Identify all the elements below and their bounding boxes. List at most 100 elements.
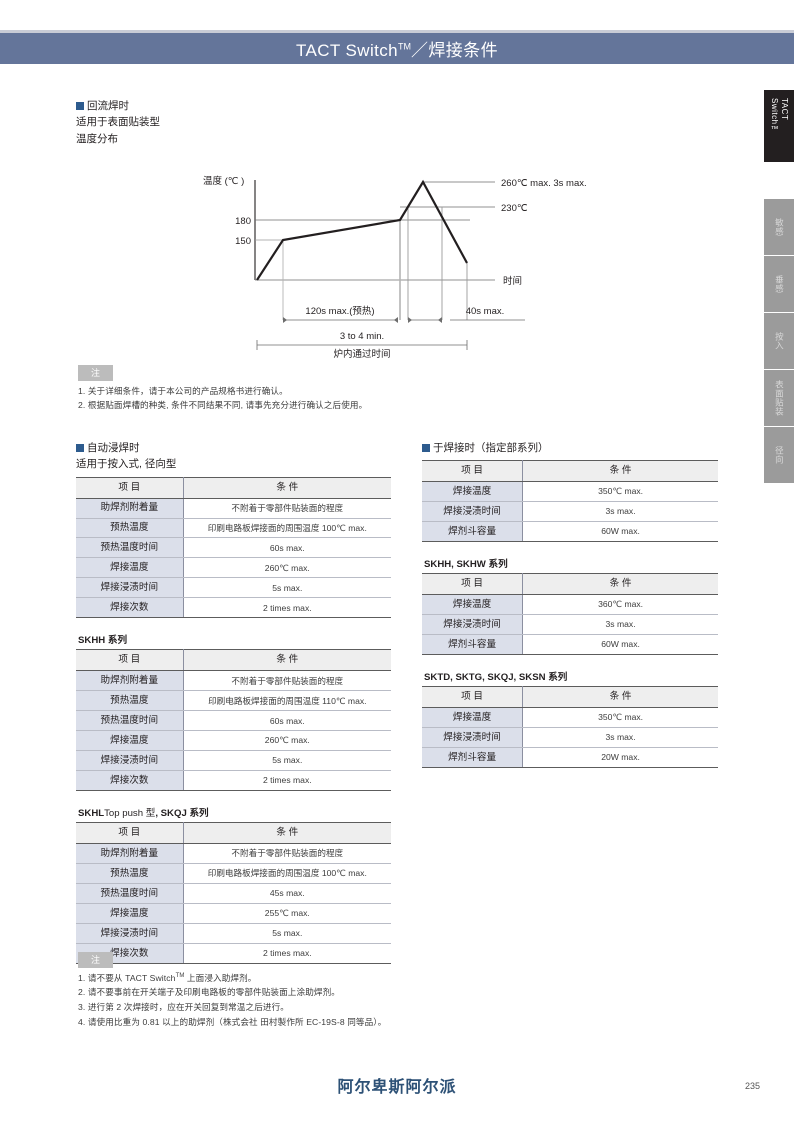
row-item: 焊接浸渍时间 [76, 923, 184, 945]
row-item: 焊接浸渍时间 [422, 727, 524, 749]
column-header-condition: 条 件 [183, 476, 391, 499]
reflow-heading-row: 回流焊时 [76, 98, 160, 114]
side-tab-suikan[interactable]: 垂感 [764, 256, 794, 312]
table-block-dip-skhh: SKHH 系列 项 目 条 件 助焊剂附着量 不附着于零部件贴装面的程度 预热温度… [76, 632, 391, 792]
row-item: 预热温度时间 [76, 883, 184, 905]
dip-soldering-column: 自动浸焊时 适用于按入式, 径向型 项 目 条 件 助焊剂附着量 不附着于零部件贴… [76, 440, 391, 978]
reflow-section-heading: 回流焊时 适用于表面贴装型 温度分布 [76, 98, 160, 147]
dip-heading-label: 自动浸焊时 [87, 442, 140, 454]
spec-table-iron-sktd: 项 目 条 件 焊接温度 350℃ max. 焊接浸渍时间 3s max. 焊剂斗容… [422, 686, 718, 769]
row-item: 焊剂斗容量 [422, 747, 524, 769]
table-row: 焊接浸渍时间 5s max. [76, 923, 391, 945]
svg-text:260℃ max. 3s max.: 260℃ max. 3s max. [501, 178, 587, 189]
table-row: 焊接次数 2 times max. [76, 597, 391, 619]
hand-soldering-column: 于焊接时（指定部系列） 项 目 条 件 焊接温度 350℃ max. 焊接浸渍时间… [422, 440, 718, 782]
table-row: 焊接温度 260℃ max. [76, 730, 391, 752]
header-top-rule [0, 30, 794, 33]
row-item: 助焊剂附着量 [76, 498, 184, 519]
table-row: 预热温度时间 60s max. [76, 537, 391, 559]
column-header-condition: 条 件 [522, 573, 718, 596]
row-condition: 45s max. [183, 883, 391, 905]
side-tab-minkan[interactable]: 敏感 [764, 199, 794, 255]
row-item: 焊接次数 [76, 597, 184, 619]
row-condition: 260℃ max. [183, 557, 391, 579]
iron-heading-row: 于焊接时（指定部系列） [422, 440, 718, 456]
row-item: 预热温度 [76, 690, 184, 712]
table-row: 助焊剂附着量 不附着于零部件贴装面的程度 [76, 498, 391, 519]
table-header-row: 项 目 条 件 [422, 460, 718, 483]
side-tab-tact-switch[interactable]: TACT Switch™ [764, 90, 794, 162]
table-row: 焊剂斗容量 60W max. [422, 634, 718, 656]
row-condition: 350℃ max. [522, 707, 718, 729]
row-condition: 60s max. [183, 537, 391, 559]
row-item: 预热温度 [76, 863, 184, 885]
row-item: 焊接浸渍时间 [422, 501, 524, 523]
side-index-tabs[interactable]: TACT Switch™ 敏感 垂感 按入 表面贴装 径向 [764, 90, 794, 484]
note-block-top: 注 1. 关于详细条件，请于本公司的产品规格书进行确认。 2. 根据贴面焊槽的种… [78, 363, 367, 413]
column-header-condition: 条 件 [522, 686, 718, 709]
table-block-iron-skhh: SKHH, SKHW 系列 项 目 条 件 焊接温度 360℃ max. 焊接浸渍… [422, 556, 718, 656]
side-tab-radial[interactable]: 径向 [764, 427, 794, 483]
table-title-part-bold1: SKHL [78, 808, 105, 820]
row-condition: 255℃ max. [183, 903, 391, 925]
svg-text:时间: 时间 [503, 275, 522, 287]
table-row: 焊剂斗容量 60W max. [422, 521, 718, 543]
svg-text:150: 150 [235, 236, 251, 247]
row-item: 焊接温度 [422, 481, 524, 503]
row-item: 焊剂斗容量 [422, 634, 524, 656]
dip-subline: 适用于按入式, 径向型 [76, 458, 177, 471]
row-item: 焊接浸渍时间 [422, 614, 524, 636]
column-header-item: 项 目 [76, 822, 184, 845]
row-item: 预热温度 [76, 518, 184, 539]
note-line: 1. 关于详细条件，请于本公司的产品规格书进行确认。 [78, 385, 288, 396]
row-condition: 60W max. [522, 634, 718, 656]
table-row: 预热温度 印刷电路板焊接面的周围温度 100℃ max. [76, 863, 391, 885]
note-line: 1. 请不要从 TACT SwitchTM 上面浸入助焊剂。 [78, 971, 386, 986]
row-item: 预热温度时间 [76, 710, 184, 732]
bullet-square-icon [76, 444, 84, 452]
table-row: 焊剂斗容量 20W max. [422, 747, 718, 769]
spec-table-dip-main: 项 目 条 件 助焊剂附着量 不附着于零部件贴装面的程度 预热温度 印刷电路板焊接面… [76, 476, 391, 619]
table-row: 焊接温度 360℃ max. [422, 594, 718, 616]
page-title-suffix: ／焊接条件 [411, 41, 498, 60]
column-header-condition: 条 件 [183, 649, 391, 672]
footer-brand: 阿尔卑斯阿尔派 [337, 1079, 457, 1096]
row-condition: 2 times max. [183, 943, 391, 965]
reflow-heading-label: 回流焊时 [87, 100, 129, 112]
row-item: 焊接次数 [76, 770, 184, 792]
row-condition: 印刷电路板焊接面的周围温度 110℃ max. [183, 690, 391, 712]
side-tabs-gap [764, 163, 794, 199]
table-block-iron-sktd: SKTD, SKTG, SKQJ, SKSN 系列 项 目 条 件 焊接温度 35… [422, 669, 718, 769]
note-line: 3. 进行第 2 次焊接时，应在开关回复到常温之后进行。 [78, 1002, 289, 1013]
row-condition: 3s max. [522, 614, 718, 636]
reflow-subline-1: 适用于表面贴装型 [76, 116, 160, 129]
table-title-skhl: SKHLTop push 型, SKQJ 系列 [78, 805, 391, 819]
dip-heading-row: 自动浸焊时 [76, 440, 391, 456]
table-header-row: 项 目 条 件 [422, 573, 718, 596]
spec-table-iron-skhh: 项 目 条 件 焊接温度 360℃ max. 焊接浸渍时间 3s max. 焊剂斗容… [422, 573, 718, 656]
reflow-chart-svg: 180 150 温度 (℃ ) 时间 260℃ max. 3s max. 230… [203, 175, 587, 358]
row-item: 焊接温度 [76, 557, 184, 579]
note-block-bottom: 注 1. 请不要从 TACT SwitchTM 上面浸入助焊剂。 2. 请不要事… [78, 950, 386, 1030]
row-item: 助焊剂附着量 [76, 670, 184, 692]
side-tab-anru[interactable]: 按入 [764, 313, 794, 369]
table-row: 焊接次数 2 times max. [76, 943, 391, 965]
side-tab-smd[interactable]: 表面贴装 [764, 370, 794, 426]
table-row: 预热温度时间 45s max. [76, 883, 391, 905]
row-condition: 260℃ max. [183, 730, 391, 752]
svg-text:230℃: 230℃ [501, 203, 528, 214]
column-header-condition: 条 件 [183, 822, 391, 845]
footer-page-number: 235 [744, 1081, 760, 1091]
table-row: 预热温度时间 60s max. [76, 710, 391, 732]
reflow-temperature-chart: 180 150 温度 (℃ ) 时间 260℃ max. 3s max. 230… [195, 168, 595, 358]
table-row: 焊接次数 2 times max. [76, 770, 391, 792]
table-row: 焊接浸渍时间 3s max. [422, 614, 718, 636]
page-header: TACT SwitchTM／焊接条件 [0, 33, 794, 64]
table-row: 助焊剂附着量 不附着于零部件贴装面的程度 [76, 670, 391, 692]
trademark-mark: TM [175, 972, 185, 979]
table-row: 焊接浸渍时间 5s max. [76, 750, 391, 772]
note-line-part-b: 上面浸入助焊剂。 [184, 972, 257, 983]
bullet-square-icon [422, 444, 430, 452]
column-header-item: 项 目 [76, 649, 184, 672]
table-title-iron-sktd: SKTD, SKTG, SKQJ, SKSN 系列 [424, 672, 568, 684]
